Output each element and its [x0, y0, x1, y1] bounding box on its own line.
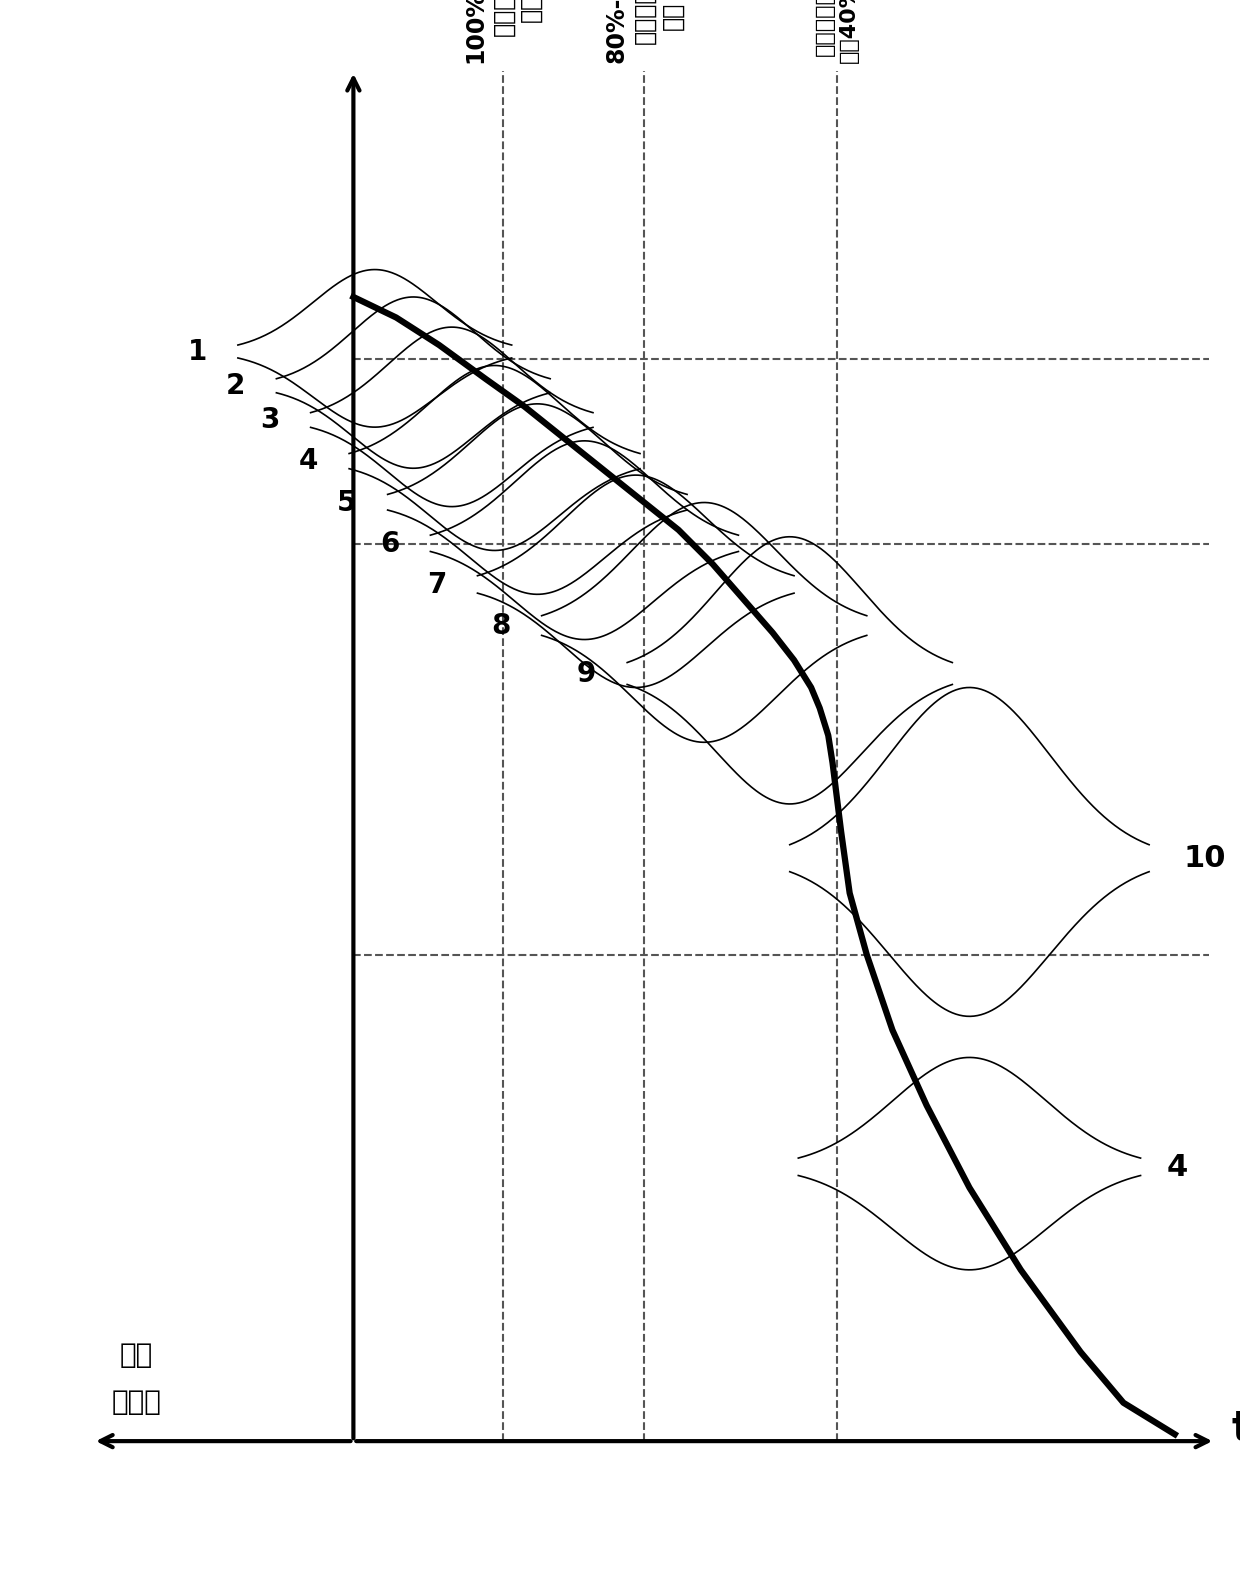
Text: 疲劳强度极限
（约40%）: 疲劳强度极限 （约40%） — [815, 0, 858, 63]
Text: 10: 10 — [1183, 844, 1226, 873]
Text: 4: 4 — [1166, 1153, 1188, 1181]
Text: 2: 2 — [226, 372, 246, 400]
Text: 8: 8 — [491, 611, 511, 639]
Text: 4: 4 — [299, 447, 319, 476]
Text: 5: 5 — [337, 488, 357, 517]
Text: 3: 3 — [260, 406, 280, 435]
Text: 6: 6 — [379, 529, 399, 558]
Text: 7: 7 — [427, 570, 446, 598]
Text: 摩擦功: 摩擦功 — [112, 1388, 161, 1416]
Text: t: t — [1231, 1408, 1240, 1449]
Text: 80%-单位
摩擦功的
界限: 80%-单位 摩擦功的 界限 — [605, 0, 684, 63]
Text: 100%-单位
摩擦功的
界限: 100%-单位 摩擦功的 界限 — [464, 0, 543, 63]
Text: 单位: 单位 — [120, 1340, 153, 1369]
Text: 1: 1 — [187, 337, 207, 365]
Text: 9: 9 — [577, 660, 596, 688]
